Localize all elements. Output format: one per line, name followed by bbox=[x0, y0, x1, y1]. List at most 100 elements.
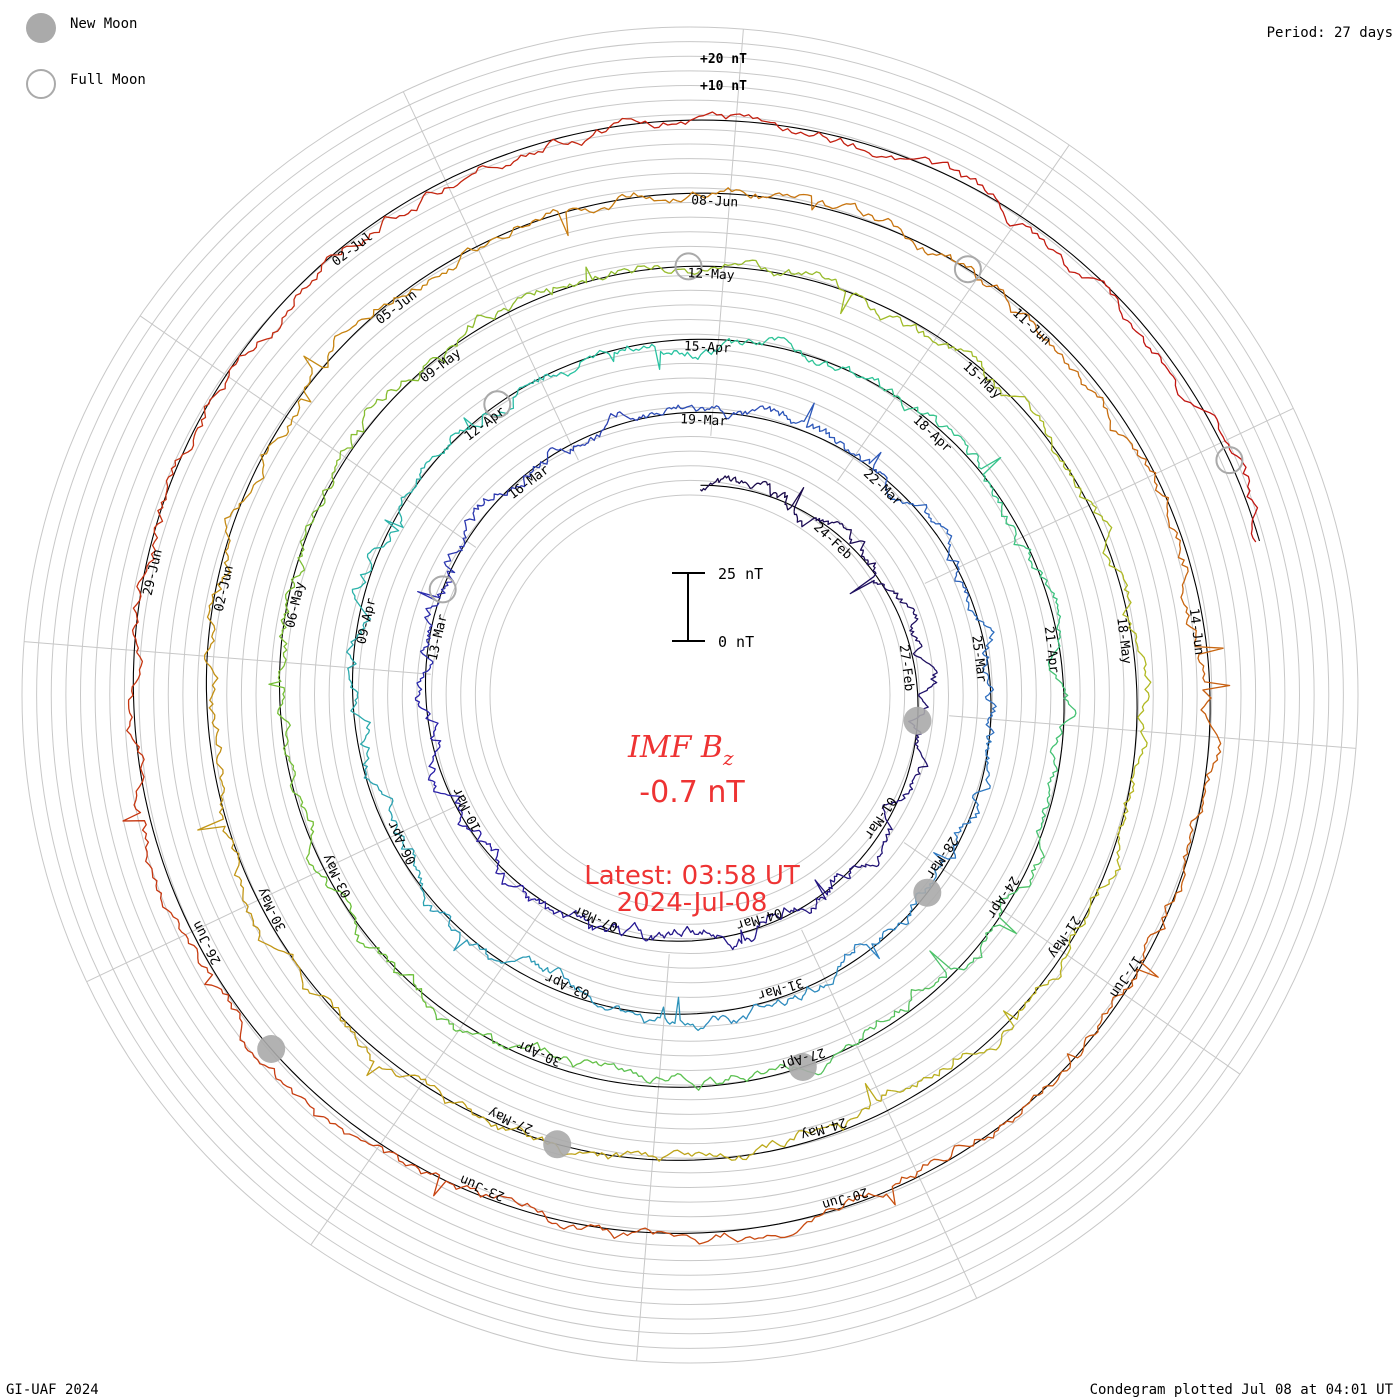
guide-ring bbox=[401, 406, 979, 984]
bz-trace-segment bbox=[328, 225, 523, 354]
bz-trace-segment bbox=[208, 216, 391, 405]
bz-trace-segment bbox=[322, 344, 454, 492]
date-label: 18-May bbox=[1113, 617, 1134, 666]
bz-trace-segment bbox=[268, 677, 315, 867]
bz-trace-segment bbox=[1108, 564, 1152, 770]
guide-ring bbox=[109, 114, 1271, 1276]
date-labels: 24-Feb27-Feb01-Mar04-Mar07-Mar10-Mar13-M… bbox=[141, 193, 1207, 1212]
full-moon-marker bbox=[483, 390, 512, 419]
bz-trace-segment bbox=[852, 775, 916, 868]
guide-ring bbox=[431, 436, 949, 954]
bz-trace-segment bbox=[166, 909, 325, 1118]
bz-trace-segment bbox=[965, 598, 997, 736]
spoke-line bbox=[139, 315, 477, 548]
spoke-line bbox=[86, 806, 456, 983]
legend-full-moon: Full Moon bbox=[70, 72, 146, 88]
bz-trace-segment bbox=[416, 570, 454, 694]
guide-ring bbox=[240, 245, 1140, 1145]
bz-trace-segment bbox=[750, 192, 975, 270]
bz-trace-segment bbox=[933, 734, 992, 867]
bz-trace-segment bbox=[610, 1063, 788, 1091]
footer-credit: GI-UAF 2024 bbox=[6, 1382, 99, 1398]
guide-ring bbox=[50, 55, 1330, 1335]
date-label: 19-Mar bbox=[680, 412, 728, 429]
guide-ring bbox=[65, 70, 1315, 1320]
bz-trace-segment bbox=[556, 1221, 808, 1245]
nt-20-label: +20 nT bbox=[700, 52, 747, 67]
guide-ring bbox=[372, 377, 1008, 1013]
bz-trace-segment bbox=[879, 386, 1003, 504]
bz-trace-segment bbox=[886, 491, 970, 599]
guide-rings bbox=[21, 26, 1359, 1364]
bz-trace-segment bbox=[835, 278, 1002, 396]
center-title: IMF Bz bbox=[627, 730, 734, 770]
spoke-line bbox=[949, 715, 1356, 749]
bz-trace-segment bbox=[122, 651, 168, 911]
bz-trace-segment bbox=[691, 1082, 892, 1161]
center-value: -0.7 nT bbox=[639, 775, 745, 810]
date-label: 27-Feb bbox=[896, 644, 917, 693]
bz-trace-segment bbox=[929, 834, 1045, 979]
guide-ring bbox=[445, 450, 935, 940]
guide-ring bbox=[80, 85, 1300, 1305]
guide-ring bbox=[474, 479, 906, 911]
period-label: Period: 27 days bbox=[1267, 25, 1393, 41]
footer-plotted: Condegram plotted Jul 08 at 04:01 UT bbox=[1090, 1382, 1394, 1398]
legend-new-moon: New Moon bbox=[70, 16, 137, 32]
spoke-line bbox=[710, 29, 744, 436]
date-label: 06-Apr bbox=[385, 818, 420, 867]
full-moon-marker bbox=[1215, 446, 1244, 475]
bz-trace-segment bbox=[560, 343, 721, 377]
guide-ring bbox=[284, 289, 1096, 1101]
bz-trace-segment bbox=[302, 983, 480, 1119]
date-label: 24-Feb bbox=[810, 520, 855, 563]
guide-ring bbox=[211, 216, 1169, 1174]
spokes bbox=[24, 29, 1356, 1361]
bz-trace-segment bbox=[645, 925, 760, 951]
guide-ring bbox=[489, 494, 891, 896]
bz-trace-segment bbox=[786, 977, 940, 1076]
date-label: 25-Mar bbox=[968, 635, 989, 684]
spoke-line bbox=[903, 842, 1241, 1075]
date-label: 21-Apr bbox=[1041, 626, 1062, 675]
new-moon-icon bbox=[26, 13, 56, 43]
bz-trace-segment bbox=[452, 266, 636, 347]
guide-ring bbox=[416, 421, 964, 969]
bz-trace-segment bbox=[277, 490, 326, 679]
bz-traces bbox=[122, 111, 1259, 1245]
guide-ring bbox=[357, 362, 1023, 1028]
date-label: 23-Jun bbox=[458, 1171, 507, 1203]
scale-bar-bottom: 0 nT bbox=[718, 633, 754, 651]
bz-trace-segment bbox=[390, 117, 637, 219]
guide-ring bbox=[21, 26, 1359, 1364]
bz-trace-segment bbox=[642, 404, 779, 420]
bz-trace-segment bbox=[197, 777, 304, 985]
date-label: 03-Apr bbox=[543, 969, 592, 1001]
bz-trace-segment bbox=[1131, 444, 1224, 671]
guide-ring bbox=[270, 275, 1110, 1115]
new-moon-marker bbox=[903, 706, 932, 735]
bz-trace-segment bbox=[849, 571, 933, 667]
center-title-sub: z bbox=[722, 746, 734, 770]
bz-trace-segment bbox=[1000, 502, 1062, 665]
bz-trace-segment bbox=[973, 269, 1133, 445]
nt-10-label: +10 nT bbox=[700, 79, 747, 94]
bz-trace-segment bbox=[1035, 664, 1077, 836]
guide-ring bbox=[167, 172, 1213, 1218]
bz-trace-segment bbox=[203, 556, 232, 779]
date-label: 03-May bbox=[320, 851, 355, 900]
date-label: 26-Jun bbox=[190, 918, 225, 967]
date-label: 22-Mar bbox=[860, 466, 905, 509]
bz-trace-segment bbox=[428, 904, 564, 975]
bz-trace-segment bbox=[634, 259, 836, 281]
date-label: 18-Apr bbox=[910, 413, 955, 456]
date-label: 27-May bbox=[486, 1104, 535, 1136]
guide-ring bbox=[138, 143, 1242, 1247]
zero-line bbox=[132, 119, 1261, 1234]
bz-trace-segment bbox=[224, 352, 330, 557]
bz-trace-segment bbox=[457, 809, 537, 902]
bz-trace-segment bbox=[777, 402, 888, 492]
new-moon-marker bbox=[543, 1130, 572, 1159]
bz-trace-segment bbox=[323, 1116, 557, 1225]
